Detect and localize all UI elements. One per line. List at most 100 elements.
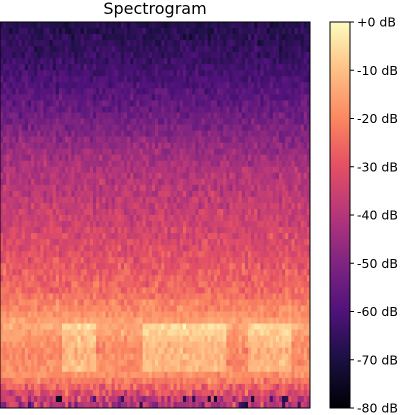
heatmap-cell <box>25 112 29 118</box>
heatmap-cell <box>155 100 159 106</box>
heatmap-cell <box>186 203 190 209</box>
heatmap-cell <box>167 257 171 263</box>
heatmap-cell <box>121 191 125 197</box>
heatmap-cell <box>53 245 57 251</box>
heatmap-cell <box>251 88 255 94</box>
heatmap-cell <box>127 269 131 275</box>
heatmap-cell <box>149 281 153 287</box>
heatmap-cell <box>192 293 196 299</box>
heatmap-cell <box>205 143 209 149</box>
heatmap-cell <box>177 293 181 299</box>
heatmap-cell <box>12 209 16 215</box>
heatmap-cell <box>189 287 193 293</box>
heatmap-cell <box>102 131 106 137</box>
heatmap-cell <box>115 119 119 125</box>
heatmap-cell <box>248 233 252 239</box>
heatmap-cell <box>121 34 125 40</box>
heatmap-cell <box>189 167 193 173</box>
spectrogram-heatmap <box>0 22 310 408</box>
heatmap-cell <box>62 239 66 245</box>
heatmap-cell <box>25 137 29 143</box>
heatmap-cell <box>84 281 88 287</box>
heatmap-cell <box>260 137 264 143</box>
heatmap-cell <box>68 149 72 155</box>
heatmap-cell <box>115 209 119 215</box>
heatmap-cell <box>124 269 128 275</box>
heatmap-cell <box>6 131 10 137</box>
heatmap-cell <box>174 269 178 275</box>
heatmap-cell <box>3 227 7 233</box>
heatmap-cell <box>6 22 10 28</box>
heatmap-cell <box>102 263 106 269</box>
heatmap-cell <box>127 287 131 293</box>
heatmap-cell <box>19 155 23 161</box>
heatmap-cell <box>205 58 209 64</box>
heatmap-cell <box>211 191 215 197</box>
heatmap-cell <box>236 94 240 100</box>
heatmap-cell <box>291 173 295 179</box>
heatmap-cell <box>143 28 147 34</box>
heatmap-cell <box>93 34 97 40</box>
heatmap-cell <box>214 197 218 203</box>
heatmap-cell <box>28 227 32 233</box>
heatmap-cell <box>9 251 13 257</box>
heatmap-cell <box>171 131 175 137</box>
heatmap-cell <box>164 82 168 88</box>
heatmap-cell <box>146 215 150 221</box>
heatmap-cell <box>211 287 215 293</box>
heatmap-cell <box>149 257 153 263</box>
heatmap-cell <box>226 305 230 311</box>
heatmap-cell <box>195 305 199 311</box>
heatmap-cell <box>28 312 32 318</box>
heatmap-cell <box>198 100 202 106</box>
heatmap-cell <box>81 245 85 251</box>
heatmap-cell <box>264 239 268 245</box>
heatmap-cell <box>68 245 72 251</box>
heatmap-cell <box>208 106 212 112</box>
heatmap-cell <box>273 239 277 245</box>
heatmap-cell <box>53 227 57 233</box>
heatmap-cell <box>214 167 218 173</box>
heatmap-cell <box>282 221 286 227</box>
heatmap-cell <box>59 82 63 88</box>
heatmap-cell <box>267 100 271 106</box>
heatmap-cell <box>84 197 88 203</box>
heatmap-cell <box>186 287 190 293</box>
heatmap-cell <box>34 131 38 137</box>
heatmap-cell <box>146 58 150 64</box>
heatmap-cell <box>198 88 202 94</box>
heatmap-cell <box>273 305 277 311</box>
heatmap-cell <box>248 149 252 155</box>
heatmap-cell <box>220 173 224 179</box>
heatmap-cell <box>124 46 128 52</box>
heatmap-cell <box>25 251 29 257</box>
heatmap-cell <box>177 64 181 70</box>
heatmap-cell <box>220 275 224 281</box>
heatmap-cell <box>264 269 268 275</box>
heatmap-cell <box>124 52 128 58</box>
heatmap-cell <box>202 275 206 281</box>
heatmap-cell <box>276 100 280 106</box>
heatmap-cell <box>71 257 75 263</box>
heatmap-cell <box>19 82 23 88</box>
heatmap-cell <box>164 64 168 70</box>
heatmap-cell <box>177 233 181 239</box>
heatmap-cell <box>161 70 165 76</box>
heatmap-cell <box>257 197 261 203</box>
heatmap-cell <box>112 64 116 70</box>
heatmap-cell <box>301 293 305 299</box>
heatmap-cell <box>16 287 20 293</box>
heatmap-cell <box>288 197 292 203</box>
heatmap-cell <box>102 22 106 28</box>
heatmap-cell <box>59 119 63 125</box>
heatmap-cell <box>87 161 91 167</box>
heatmap-cell <box>140 251 144 257</box>
heatmap-cell <box>81 233 85 239</box>
heatmap-cell <box>87 94 91 100</box>
heatmap-cell <box>112 155 116 161</box>
heatmap-cell <box>164 287 168 293</box>
heatmap-cell <box>146 251 150 257</box>
heatmap-cell <box>112 287 116 293</box>
heatmap-cell <box>34 221 38 227</box>
heatmap-cell <box>301 215 305 221</box>
